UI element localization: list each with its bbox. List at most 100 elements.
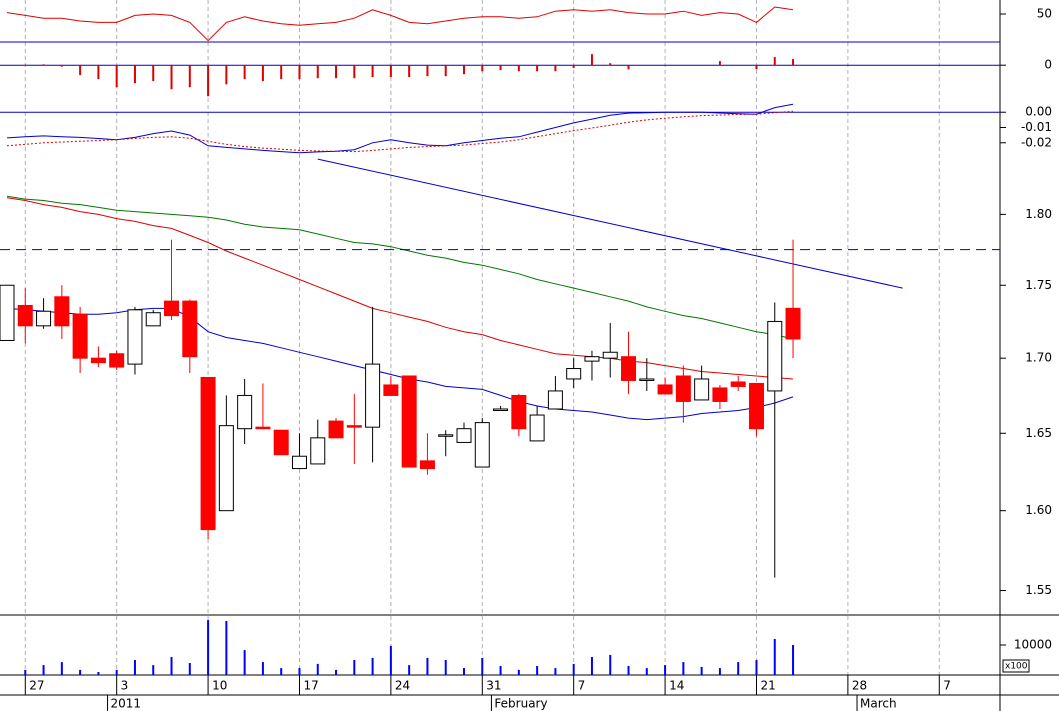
candle-body bbox=[456, 428, 472, 443]
candle-body bbox=[218, 425, 234, 512]
bar bbox=[115, 669, 118, 675]
bar bbox=[718, 668, 721, 675]
x-tick-label: 24 bbox=[395, 679, 410, 693]
bar bbox=[335, 65, 338, 79]
bar bbox=[536, 666, 539, 675]
bar bbox=[609, 63, 612, 66]
candle-body bbox=[346, 425, 362, 428]
indicator-line bbox=[6, 6, 794, 42]
candle-body bbox=[17, 304, 33, 327]
bar bbox=[133, 65, 136, 84]
bar bbox=[554, 668, 557, 675]
candle-body bbox=[529, 414, 545, 442]
trend-line bbox=[317, 158, 903, 289]
candle-body bbox=[255, 426, 271, 430]
bar bbox=[170, 65, 173, 90]
indicator-line bbox=[6, 103, 794, 154]
candle-body bbox=[675, 375, 691, 402]
bar bbox=[426, 65, 429, 77]
x-tick-label: 3 bbox=[121, 679, 129, 693]
candle-body bbox=[182, 300, 198, 358]
candle-body bbox=[0, 284, 15, 341]
bar bbox=[115, 65, 118, 88]
bar bbox=[42, 64, 45, 66]
moving-average bbox=[6, 195, 794, 340]
bar bbox=[24, 669, 27, 675]
bar bbox=[389, 645, 392, 675]
bar bbox=[298, 65, 301, 80]
bar bbox=[371, 65, 374, 78]
bar bbox=[316, 663, 319, 675]
bar bbox=[792, 645, 795, 675]
candle-body bbox=[419, 460, 435, 470]
bar bbox=[572, 663, 575, 675]
bar bbox=[170, 657, 173, 675]
bar bbox=[517, 65, 520, 72]
bar bbox=[225, 65, 228, 85]
x-tick-label: 10 bbox=[212, 679, 227, 693]
candle-body bbox=[474, 422, 490, 468]
candle-body bbox=[273, 429, 289, 456]
y-tick-label: 1.65 bbox=[1025, 426, 1052, 440]
bar bbox=[42, 665, 45, 675]
x-tick-label: 28 bbox=[852, 679, 867, 693]
unit-box bbox=[1002, 659, 1030, 673]
x-tick-label: 27 bbox=[29, 679, 44, 693]
bar bbox=[60, 662, 63, 675]
bar bbox=[188, 65, 191, 88]
bar bbox=[444, 660, 447, 675]
candle-body bbox=[785, 307, 801, 340]
bar bbox=[773, 57, 776, 66]
candle-body bbox=[72, 313, 88, 359]
moving-average bbox=[6, 197, 794, 380]
candle-body bbox=[145, 312, 161, 327]
y-tick-label: 0 bbox=[1044, 58, 1052, 72]
bar bbox=[408, 65, 411, 78]
bar bbox=[24, 64, 27, 66]
bar bbox=[718, 61, 721, 66]
bar bbox=[481, 65, 484, 72]
y-tick-label: 0.00 bbox=[1025, 105, 1052, 119]
bar bbox=[225, 621, 228, 675]
bar bbox=[499, 65, 502, 71]
bar bbox=[353, 65, 356, 79]
x-tick-label: 31 bbox=[486, 679, 501, 693]
candle-body bbox=[54, 296, 70, 327]
bar bbox=[682, 662, 685, 675]
y-tick-label: 1.70 bbox=[1025, 351, 1052, 365]
candle-body bbox=[694, 378, 710, 401]
candle-body bbox=[602, 351, 618, 359]
candle-body bbox=[767, 320, 783, 392]
candle-body bbox=[657, 384, 673, 395]
bar bbox=[627, 65, 630, 70]
candle-body bbox=[639, 378, 655, 381]
candle-body bbox=[621, 356, 637, 381]
bar bbox=[755, 65, 758, 70]
candle-body bbox=[310, 437, 326, 465]
bar bbox=[408, 665, 411, 675]
bar bbox=[335, 669, 338, 675]
bar bbox=[371, 657, 374, 675]
candle-body bbox=[127, 309, 143, 365]
y-tick-label: 10000 bbox=[1014, 638, 1052, 652]
bar bbox=[188, 663, 191, 675]
candle-body bbox=[511, 394, 527, 430]
candle-body bbox=[493, 408, 509, 412]
candle-body bbox=[712, 387, 728, 402]
candle-body bbox=[237, 394, 253, 430]
candle-body bbox=[566, 368, 582, 380]
bar bbox=[554, 65, 557, 72]
month-label: February bbox=[494, 697, 547, 711]
y-tick-label: 1.75 bbox=[1025, 278, 1052, 292]
candle-body bbox=[730, 381, 746, 387]
candle-body bbox=[291, 455, 307, 470]
bar bbox=[79, 65, 82, 76]
x-tick-label: 21 bbox=[760, 679, 775, 693]
x-tick-label: 17 bbox=[303, 679, 318, 693]
candle-body bbox=[109, 353, 125, 368]
candle-body bbox=[365, 363, 381, 428]
bar bbox=[316, 65, 319, 79]
x-tick-label: 7 bbox=[578, 679, 586, 693]
y-tick-label: -0.02 bbox=[1021, 135, 1052, 149]
bar bbox=[481, 657, 484, 675]
